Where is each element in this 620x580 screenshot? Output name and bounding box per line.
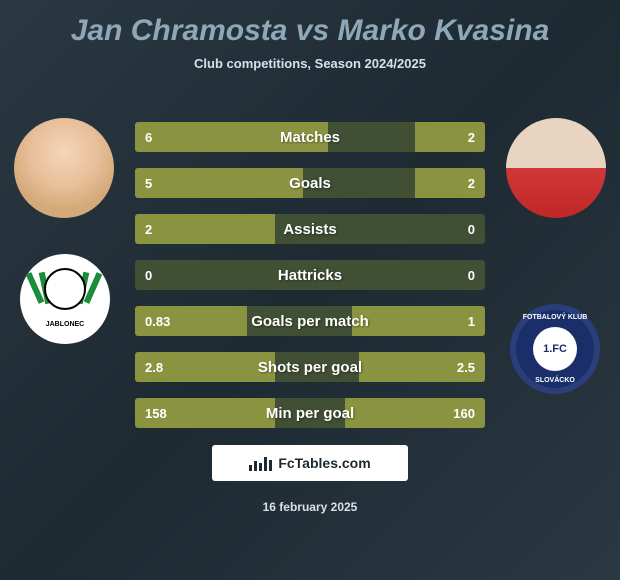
slovacko-logo: FOTBALOVÝ KLUB 1.FC SLOVÁCKO <box>516 310 594 388</box>
stat-label: Min per goal <box>135 398 485 428</box>
subtitle: Club competitions, Season 2024/2025 <box>0 56 620 71</box>
stat-label: Hattricks <box>135 260 485 290</box>
stat-row: 20Assists <box>135 214 485 244</box>
club-right-logo: FOTBALOVÝ KLUB 1.FC SLOVÁCKO <box>510 304 600 394</box>
page-title: Jan Chramosta vs Marko Kvasina <box>0 0 620 56</box>
player-left-face <box>14 118 114 218</box>
stat-row: 158160Min per goal <box>135 398 485 428</box>
player-right-face <box>506 118 606 218</box>
stats-bars: 62Matches 52Goals 20Assists 00Hattricks 0.83… <box>135 122 485 444</box>
stat-label: Goals <box>135 168 485 198</box>
stat-label: Assists <box>135 214 485 244</box>
jablonec-logo: JABLONEC <box>30 264 100 334</box>
stat-row: 62Matches <box>135 122 485 152</box>
stat-label: Matches <box>135 122 485 152</box>
stat-label: Shots per goal <box>135 352 485 382</box>
stat-row: 00Hattricks <box>135 260 485 290</box>
stat-row: 52Goals <box>135 168 485 198</box>
date: 16 february 2025 <box>0 500 620 514</box>
player-right-photo <box>506 118 606 218</box>
jablonec-text: JABLONEC <box>30 321 100 328</box>
fctables-label: FcTables.com <box>278 455 370 471</box>
stat-row: 0.831Goals per match <box>135 306 485 336</box>
fctables-badge[interactable]: FcTables.com <box>212 445 408 481</box>
player-left-photo <box>14 118 114 218</box>
chart-icon <box>249 455 272 471</box>
stat-row: 2.82.5Shots per goal <box>135 352 485 382</box>
club-left-logo: JABLONEC <box>20 254 110 344</box>
stat-label: Goals per match <box>135 306 485 336</box>
